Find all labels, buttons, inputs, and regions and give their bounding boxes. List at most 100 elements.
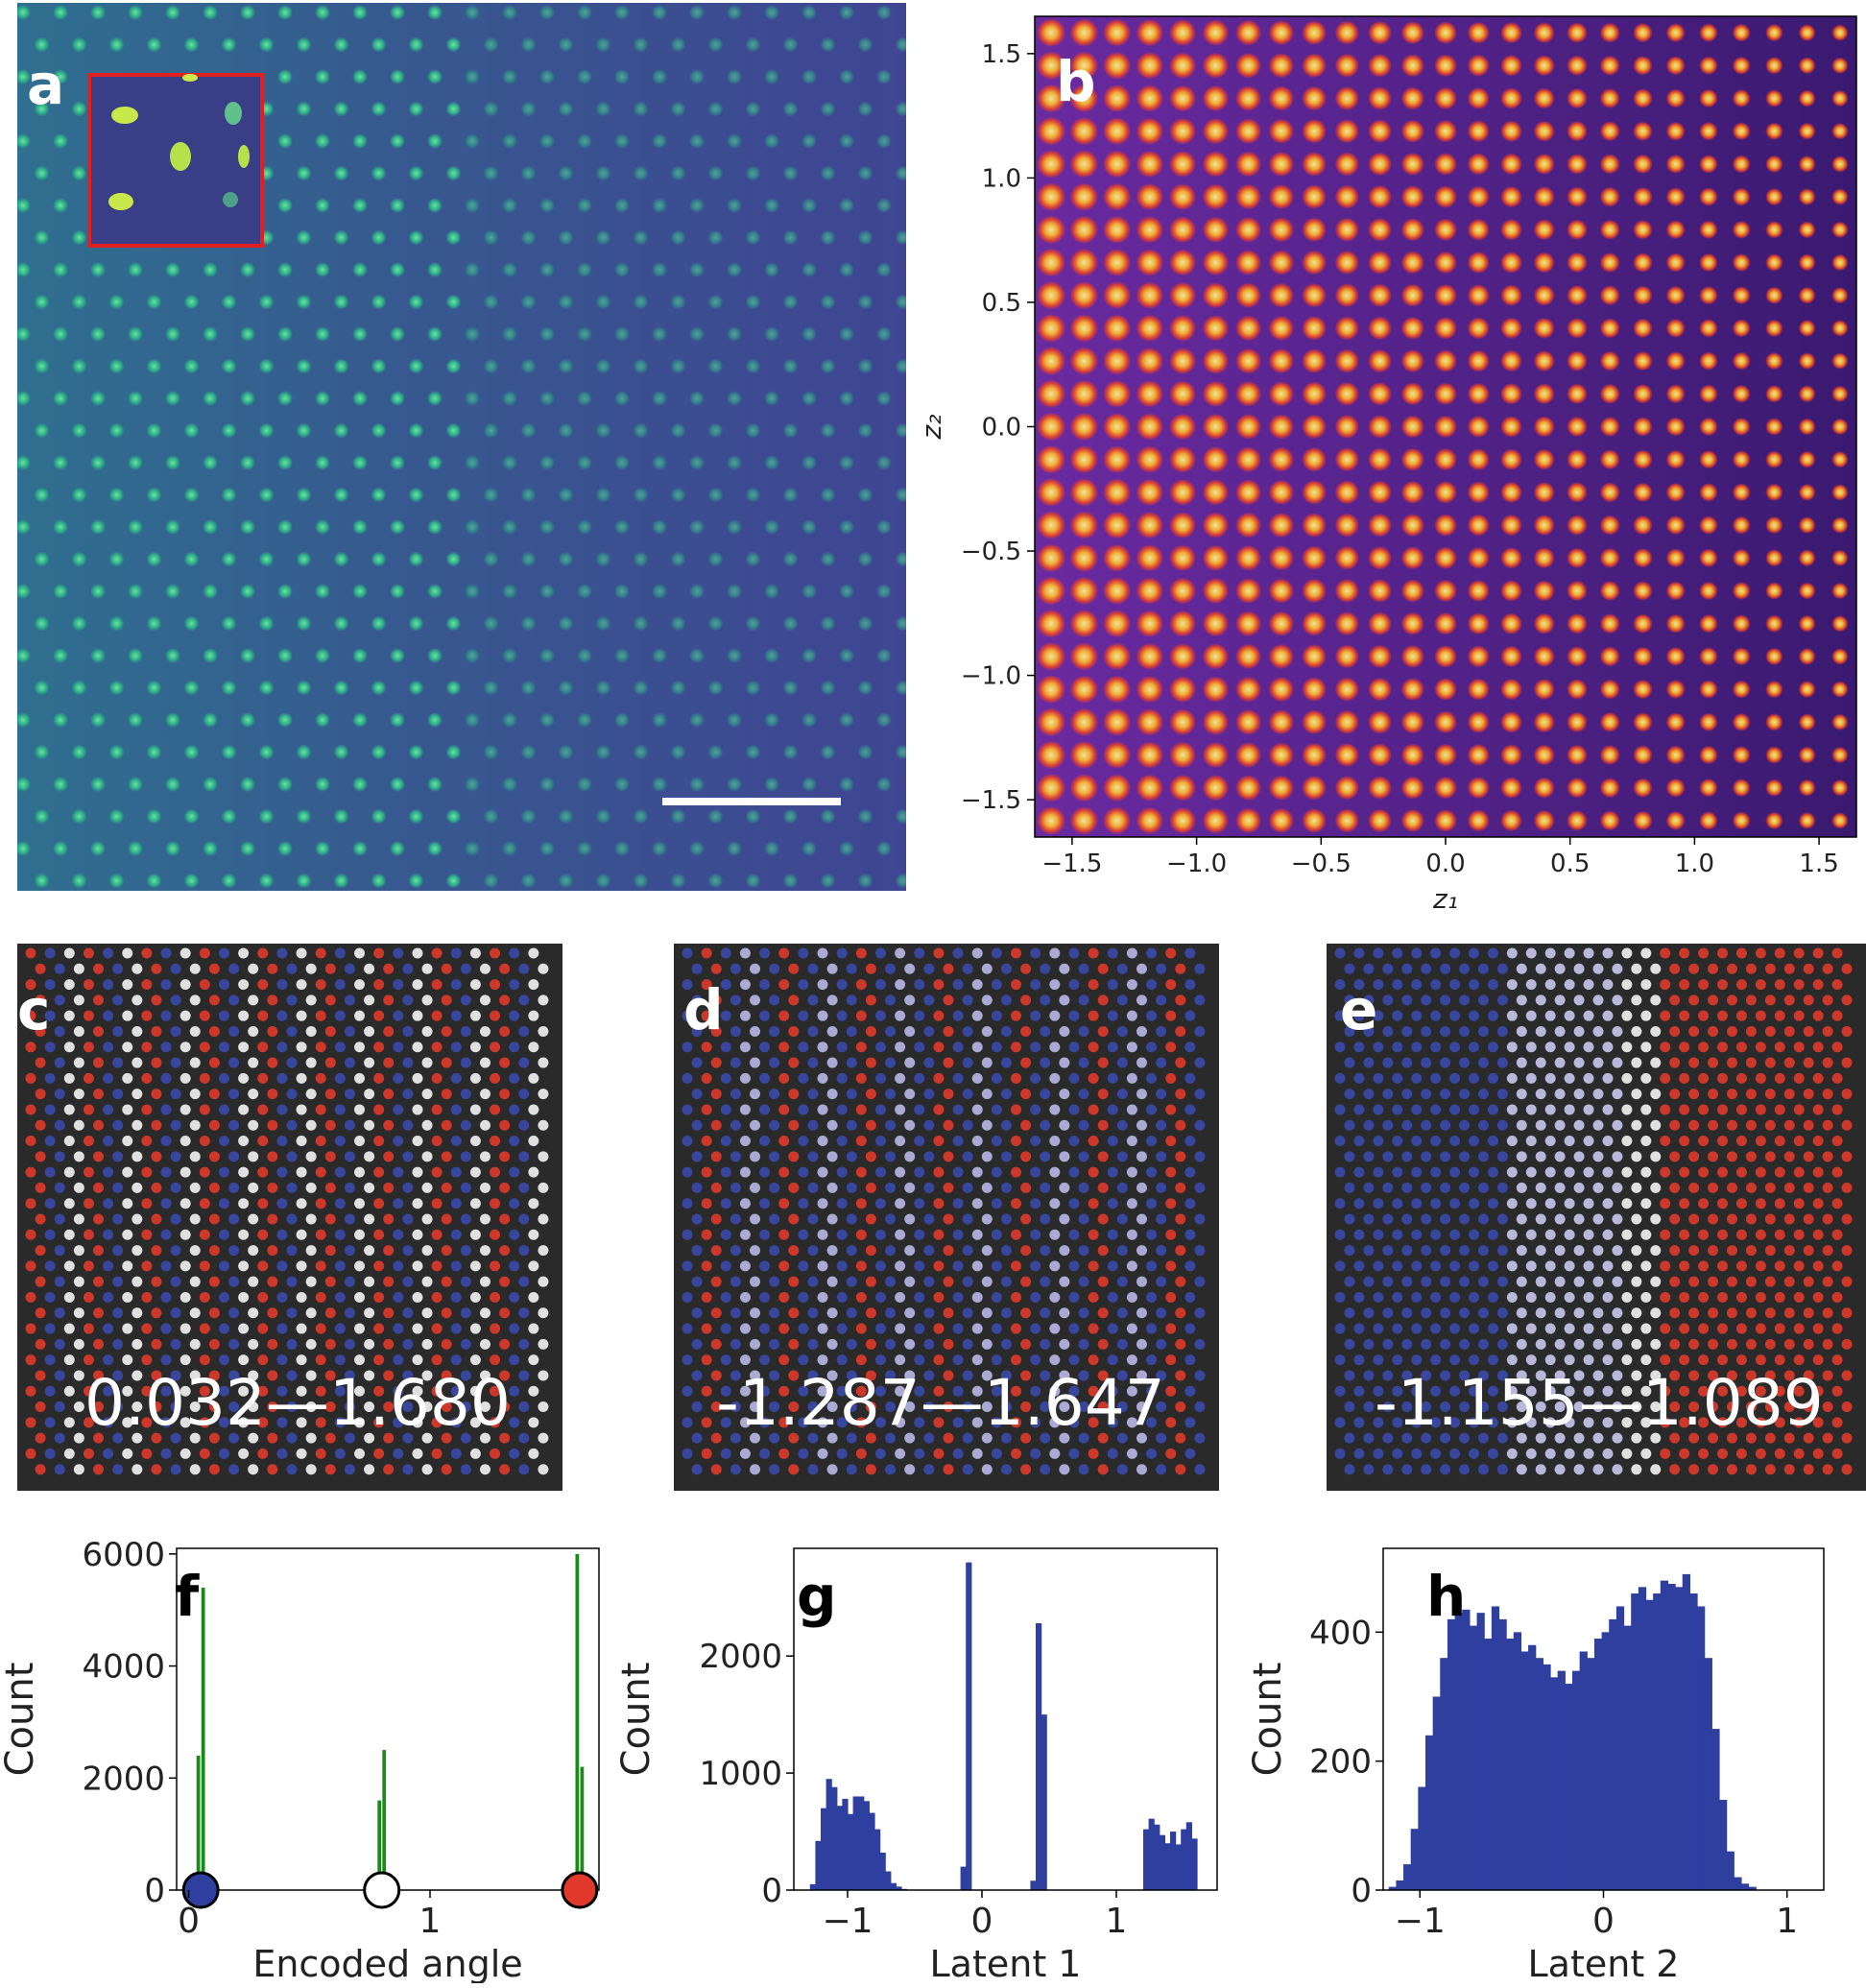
manifold-atom bbox=[1069, 116, 1099, 146]
stem-atom bbox=[208, 994, 220, 1006]
stem-atom bbox=[286, 1089, 298, 1100]
stem-atom bbox=[315, 1072, 326, 1084]
stem-atom bbox=[83, 1198, 94, 1210]
stem-atom bbox=[1516, 994, 1527, 1006]
atom bbox=[352, 326, 368, 342]
manifold-atom bbox=[1268, 676, 1294, 703]
atom bbox=[745, 615, 761, 632]
manifold-atom bbox=[1136, 675, 1164, 704]
atom bbox=[539, 455, 555, 470]
atom bbox=[633, 422, 649, 439]
manifold-atom bbox=[1334, 152, 1359, 177]
stem-atom bbox=[1030, 1104, 1041, 1115]
stem-atom bbox=[855, 1291, 867, 1303]
stem-atom bbox=[923, 1119, 935, 1131]
stem-atom bbox=[63, 1198, 75, 1210]
stem-atom bbox=[1421, 1464, 1432, 1475]
atom bbox=[165, 455, 180, 470]
atom bbox=[71, 229, 87, 246]
stem-atom bbox=[1146, 947, 1158, 959]
stem-atom bbox=[1401, 1025, 1413, 1037]
atom bbox=[165, 712, 180, 728]
manifold-atom bbox=[1136, 84, 1164, 112]
stem-atom bbox=[710, 1057, 722, 1068]
stem-atom bbox=[1755, 1354, 1766, 1366]
stem-atom bbox=[132, 1119, 143, 1131]
stem-atom bbox=[1631, 1213, 1642, 1225]
stem-atom bbox=[933, 1072, 945, 1084]
stem-atom bbox=[402, 1182, 414, 1193]
manifold-atom bbox=[1665, 318, 1686, 338]
manifold-atom bbox=[1599, 679, 1620, 700]
stem-atom bbox=[1040, 1245, 1051, 1257]
manifold-atom bbox=[1567, 350, 1588, 371]
stem-atom bbox=[826, 994, 838, 1006]
stem-atom bbox=[1175, 1245, 1186, 1257]
manifold-atom bbox=[1798, 221, 1816, 239]
manifold-atom bbox=[1103, 84, 1132, 112]
manifold-atom bbox=[1567, 448, 1588, 470]
atom bbox=[483, 294, 499, 310]
stem-atom bbox=[35, 1464, 46, 1475]
stem-atom bbox=[63, 1323, 75, 1334]
stem-atom bbox=[1020, 1370, 1032, 1381]
atom bbox=[577, 69, 592, 84]
atom bbox=[782, 165, 799, 181]
stem-atom bbox=[1059, 1182, 1070, 1193]
stem-atom bbox=[228, 1213, 240, 1225]
stem-atom bbox=[1421, 1151, 1432, 1162]
manifold-atom bbox=[1037, 116, 1066, 146]
stem-atom bbox=[1000, 1401, 1012, 1413]
atom bbox=[165, 391, 180, 406]
stem-atom bbox=[1822, 1464, 1833, 1475]
stem-atom bbox=[528, 1072, 539, 1084]
stem-atom bbox=[228, 1401, 240, 1413]
stem-atom bbox=[1841, 1151, 1853, 1162]
stem-atom bbox=[228, 1182, 240, 1193]
stem-atom bbox=[836, 979, 848, 991]
manifold-atom bbox=[1169, 676, 1197, 704]
stem-atom bbox=[885, 994, 897, 1006]
stem-atom bbox=[1764, 1338, 1776, 1350]
stem-atom bbox=[218, 1354, 229, 1366]
stem-atom bbox=[788, 1432, 800, 1444]
stem-atom bbox=[305, 994, 317, 1006]
stem-atom bbox=[450, 1010, 462, 1021]
stem-atom bbox=[1401, 1057, 1413, 1068]
histogram-bar bbox=[1726, 1851, 1734, 1890]
stem-atom bbox=[874, 1198, 886, 1210]
stem-atom bbox=[25, 1323, 36, 1334]
stem-atom bbox=[1803, 1401, 1814, 1413]
manifold-atom bbox=[1500, 809, 1522, 832]
atom bbox=[652, 391, 667, 406]
atom bbox=[839, 326, 854, 342]
stem-atom bbox=[334, 1323, 346, 1334]
stem-atom bbox=[402, 1307, 414, 1319]
manifold-atom bbox=[1037, 248, 1066, 277]
atom bbox=[146, 680, 162, 696]
manifold-atom bbox=[1136, 610, 1164, 637]
manifold-atom bbox=[1665, 220, 1686, 240]
stem-atom bbox=[1011, 979, 1022, 991]
stem-atom bbox=[469, 1198, 481, 1210]
stem-atom bbox=[1030, 1010, 1041, 1021]
stem-atom bbox=[750, 963, 761, 974]
stem-atom bbox=[1506, 1166, 1518, 1178]
stem-atom bbox=[1068, 1291, 1080, 1303]
stem-atom bbox=[1097, 1182, 1109, 1193]
stem-atom bbox=[710, 963, 722, 974]
atom bbox=[614, 455, 630, 470]
atom bbox=[315, 455, 330, 470]
stem-atom bbox=[1621, 1448, 1633, 1459]
stem-atom bbox=[1516, 1245, 1527, 1257]
stem-atom bbox=[1487, 1072, 1498, 1084]
stem-atom bbox=[991, 1323, 1002, 1334]
plot-area bbox=[177, 1548, 599, 1890]
stem-atom bbox=[750, 1401, 761, 1413]
manifold-atom bbox=[1567, 744, 1588, 766]
stem-atom bbox=[1068, 979, 1080, 991]
stem-atom bbox=[1544, 1229, 1556, 1240]
manifold-atom bbox=[1103, 642, 1132, 671]
stem-atom bbox=[1745, 1057, 1757, 1068]
atom bbox=[857, 680, 873, 696]
